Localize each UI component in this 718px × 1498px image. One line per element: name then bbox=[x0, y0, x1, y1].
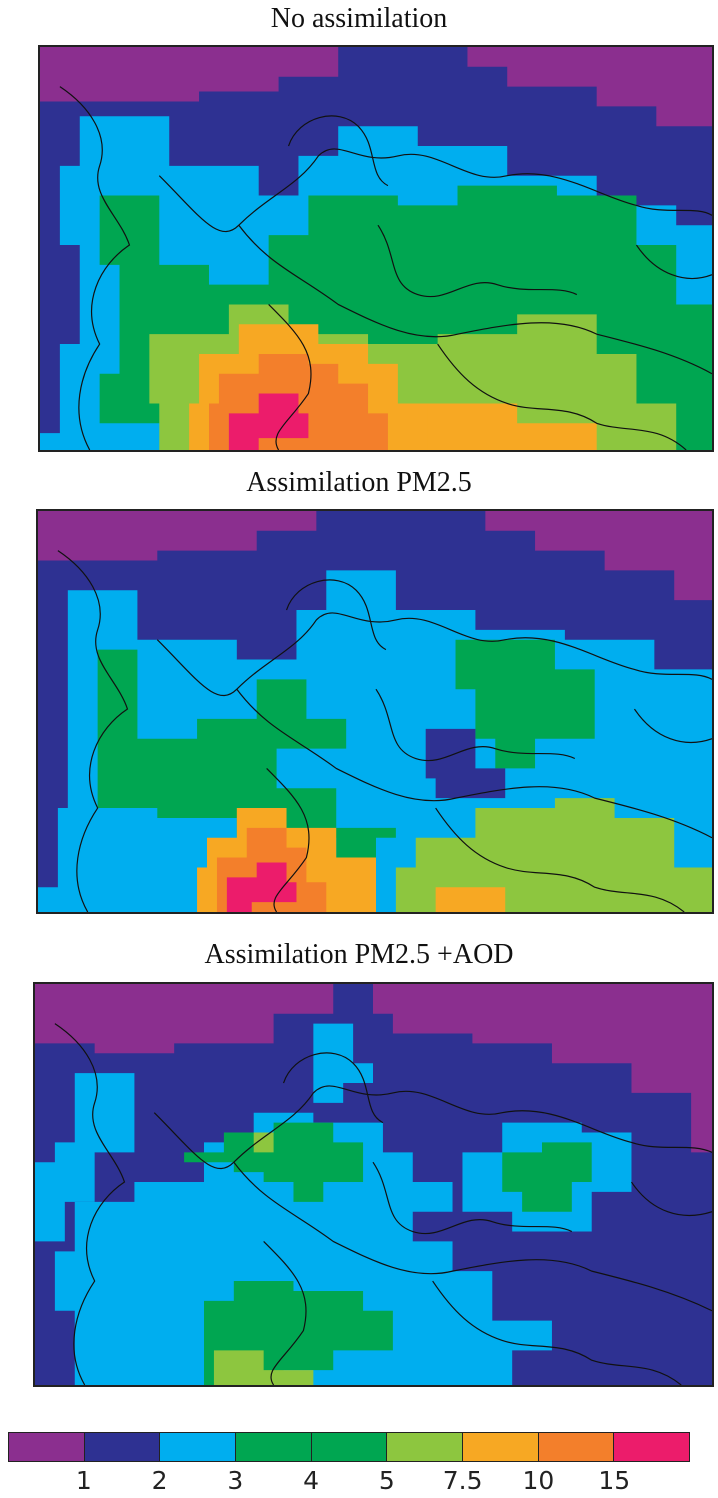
legend-swatch bbox=[160, 1433, 237, 1461]
legend-tick-label: 10 bbox=[522, 1466, 555, 1495]
map-assimilation-pm25-aod bbox=[33, 982, 714, 1387]
panel-title-assimilation-pm25-aod: Assimilation PM2.5 +AOD bbox=[204, 939, 514, 970]
concentration-field-assimilation-pm25-aod bbox=[35, 984, 712, 1385]
map-assimilation-pm25 bbox=[36, 509, 714, 914]
panel-title-no-assimilation: No assimilation bbox=[270, 3, 448, 34]
map-no-assimilation bbox=[38, 45, 714, 452]
legend-swatch bbox=[614, 1433, 690, 1461]
concentration-field-no-assimilation bbox=[40, 47, 712, 450]
legend-tick-label: 4 bbox=[303, 1466, 320, 1495]
legend-tick-label: 5 bbox=[378, 1466, 395, 1495]
legend-swatch bbox=[311, 1433, 388, 1461]
legend-swatch bbox=[463, 1433, 539, 1461]
concentration-field-assimilation-pm25 bbox=[38, 511, 712, 912]
panel-title-assimilation-pm25: Assimilation PM2.5 bbox=[246, 467, 472, 498]
color-scale-legend bbox=[8, 1432, 690, 1462]
legend-swatch bbox=[236, 1433, 312, 1461]
legend-swatch bbox=[9, 1433, 85, 1461]
legend-tick-label: 15 bbox=[598, 1466, 631, 1495]
legend-tick-label: 2 bbox=[151, 1466, 168, 1495]
legend-swatch bbox=[387, 1433, 464, 1461]
legend-tick-label: 1 bbox=[75, 1466, 92, 1495]
legend-tick-label: 7.5 bbox=[442, 1466, 483, 1495]
legend-swatch bbox=[84, 1433, 161, 1461]
legend-swatch bbox=[538, 1433, 615, 1461]
legend-tick-label: 3 bbox=[227, 1466, 244, 1495]
